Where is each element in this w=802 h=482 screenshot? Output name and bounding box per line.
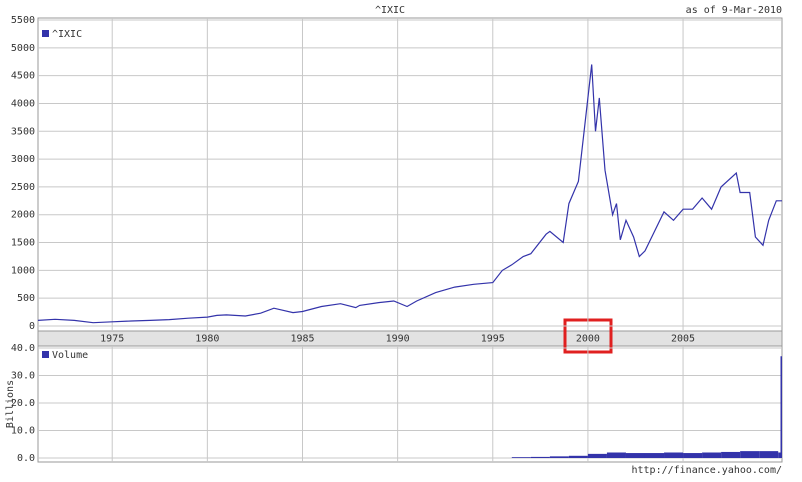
y-tick-label: 4000 xyxy=(11,98,35,109)
price-plot-frame xyxy=(37,17,783,332)
x-tick-label: 1985 xyxy=(290,334,314,345)
y-tick-label: 10.0 xyxy=(11,426,35,437)
legend-label: Volume xyxy=(52,350,88,361)
y-tick-label: 4500 xyxy=(11,71,35,82)
x-tick-label: 2005 xyxy=(671,334,695,345)
y-tick-label: 1500 xyxy=(11,238,35,249)
source: http://finance.yahoo.com/ xyxy=(631,465,782,476)
x-tick-label: 1980 xyxy=(195,334,219,345)
y-tick-label: 0.0 xyxy=(17,453,35,464)
y-tick-label: 1000 xyxy=(11,265,35,276)
volume-bar xyxy=(549,456,569,458)
price-line xyxy=(37,64,782,324)
volume-plot-frame xyxy=(37,345,783,463)
volume-bar xyxy=(644,453,665,458)
x-tick-label: 2000 xyxy=(576,334,600,345)
y-tick-label: 0 xyxy=(29,321,35,332)
y-tick-label: 40.0 xyxy=(11,343,35,354)
legend-swatch xyxy=(42,351,49,358)
volume-bar xyxy=(780,356,782,458)
volume-bar xyxy=(568,455,588,458)
as-of-date: as of 9-Mar-2010 xyxy=(686,5,782,16)
volume-bar xyxy=(530,456,550,458)
legend-label: ^IXIC xyxy=(52,29,82,40)
volume-bar xyxy=(683,453,703,458)
y-tick-label: 30.0 xyxy=(11,371,35,382)
y-tick-label: 3000 xyxy=(11,154,35,165)
volume-bar xyxy=(778,452,782,458)
volume-bar xyxy=(759,451,779,458)
y-tick-label: 500 xyxy=(17,293,35,304)
y-tick-label: 2500 xyxy=(11,182,35,193)
y-tick-label: 5000 xyxy=(11,43,35,54)
x-tick-label: 1995 xyxy=(481,334,505,345)
volume-bar xyxy=(606,452,626,458)
volume-bar xyxy=(740,451,760,458)
x-tick-label: 1975 xyxy=(100,334,124,345)
volume-bar xyxy=(511,457,531,458)
y-tick-label: 5500 xyxy=(11,15,35,26)
volume-bar xyxy=(702,452,722,458)
volume-bar xyxy=(587,453,607,458)
volume-bar xyxy=(664,452,684,458)
y-tick-label: 20.0 xyxy=(11,398,35,409)
y-tick-label: 2000 xyxy=(11,210,35,221)
volume-bar xyxy=(721,451,741,458)
volume-bar xyxy=(625,453,645,458)
chart-title: ^IXIC xyxy=(375,5,405,16)
x-tick-label: 1990 xyxy=(386,334,410,345)
y-tick-label: 3500 xyxy=(11,126,35,137)
legend-swatch xyxy=(42,30,49,37)
volume-axis-label: Billions xyxy=(5,380,16,428)
